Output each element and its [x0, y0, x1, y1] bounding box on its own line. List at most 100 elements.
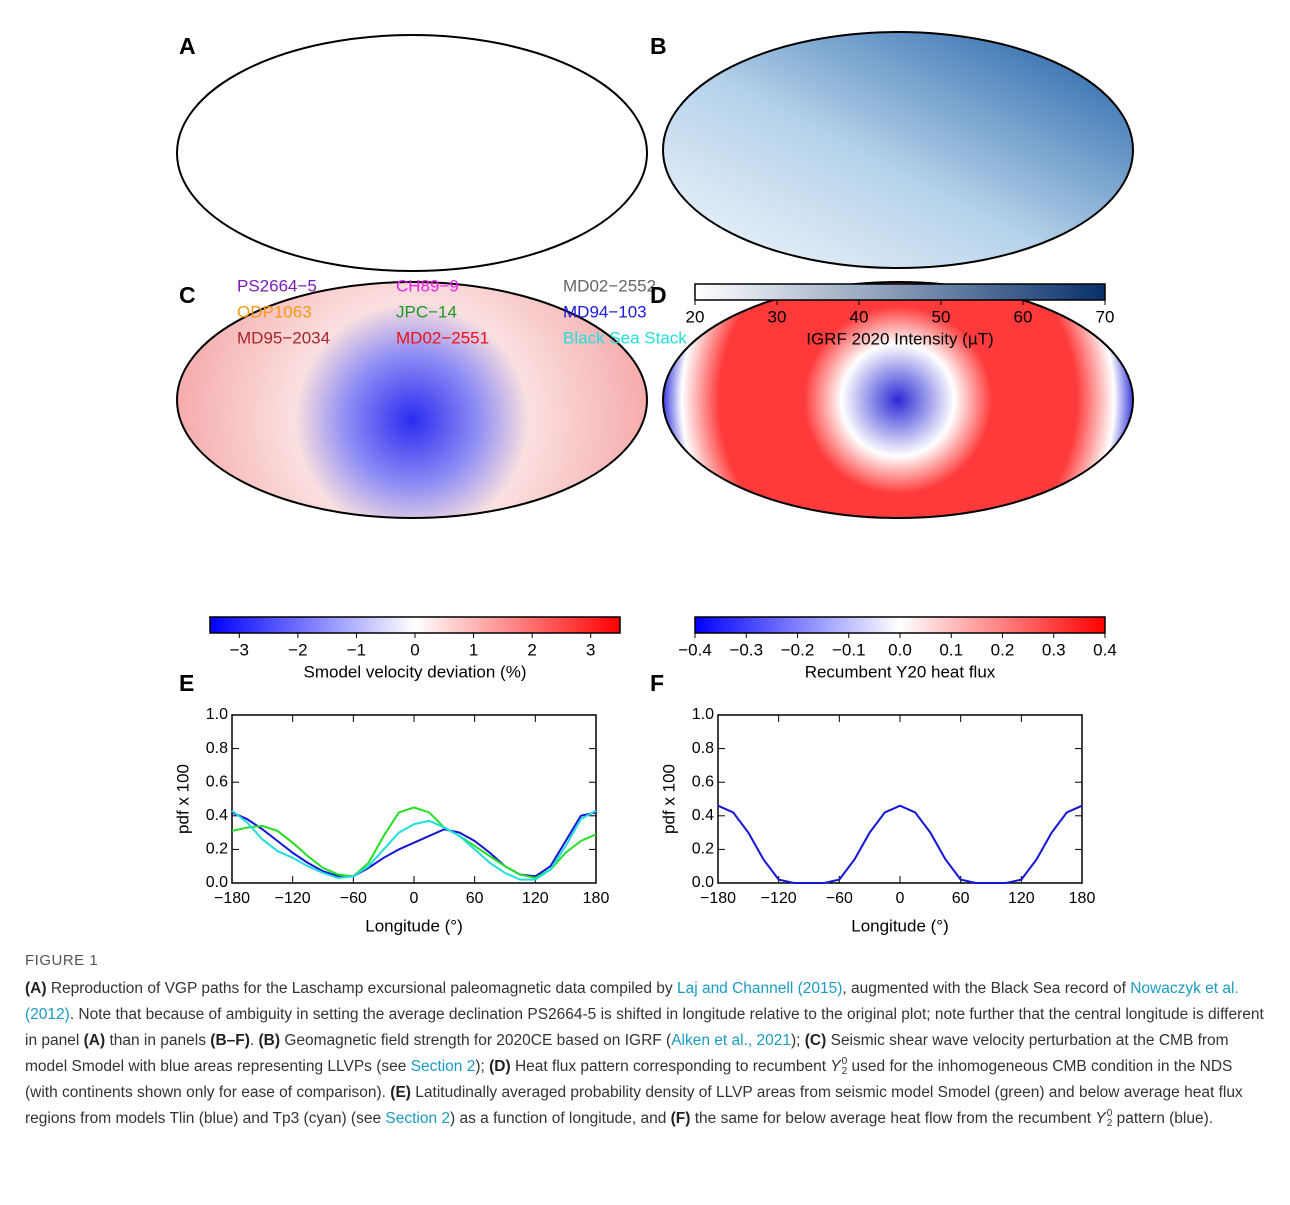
caption-part: Geomagnetic field strength for 2020CE ba… [280, 1032, 672, 1049]
colorbar-tick-label: 0.1 [939, 640, 963, 659]
map-a [176, 34, 648, 272]
colorbar-tick-label: 0.2 [991, 640, 1015, 659]
x-tick-label: 180 [583, 890, 610, 907]
x-tick-label: 60 [466, 890, 484, 907]
y-tick-label: 1.0 [692, 706, 714, 723]
x-tick-label: −120 [761, 890, 797, 907]
legend-entry: MD02−2552 [563, 276, 656, 295]
plot-frame [717, 714, 1083, 884]
legend-entry: CH89−9 [396, 276, 459, 295]
legend-entry: MD02−2551 [396, 328, 489, 347]
colorbar [694, 616, 1106, 634]
y-tick-label: 0.4 [206, 807, 228, 824]
colorbar-tick-label: −0.4 [678, 640, 712, 659]
data-line [231, 806, 597, 880]
colorbar-tick-label: 40 [850, 307, 869, 326]
y-tick-label: 0.6 [692, 773, 714, 790]
caption-part: ) as a function of longitude, and [450, 1110, 671, 1127]
caption-title: FIGURE 1 [25, 952, 99, 969]
colorbar-tick-label: 70 [1096, 307, 1115, 326]
legend-entry: Black Sea Stack [563, 328, 687, 347]
x-tick-label: 120 [1008, 890, 1035, 907]
caption-part: used for the inhomogeneous CMB condition… [25, 1058, 1233, 1101]
caption-part: (D) [489, 1058, 511, 1075]
x-tick-label: 60 [952, 890, 970, 907]
x-tick-label: 180 [1069, 890, 1096, 907]
caption-part: (B) [258, 1032, 281, 1049]
caption-symbol: Y [1095, 1110, 1106, 1127]
y-tick-label: 0.6 [206, 773, 228, 790]
y-tick-label: 0.0 [206, 874, 228, 891]
colorbar-tick-label: −2 [288, 640, 307, 659]
caption-link[interactable]: Section 2 [385, 1110, 451, 1127]
caption-part: than in panels [105, 1032, 211, 1049]
caption-part: (B–F) [210, 1032, 250, 1049]
colorbar-tick-label: 0.4 [1093, 640, 1117, 659]
colorbar-tick-label: 2 [527, 640, 536, 659]
caption-part: (E) [390, 1084, 411, 1101]
map-annotations: A PS2664−5 ODP1063 MD95−2034 CH89−9 JPC−14 MD0… [179, 33, 1117, 681]
y-axis-label: pdf x 100 [659, 764, 678, 834]
x-tick-label: −180 [700, 890, 736, 907]
colorbar-tick-label: 0 [410, 640, 419, 659]
panel-label: B [650, 33, 667, 59]
x-axis-label: Longitude (°) [365, 916, 463, 935]
caption-part: (C) [804, 1032, 827, 1049]
caption: FIGURE 1 (A) Reproduction of VGP paths f… [25, 948, 1267, 1132]
caption-link[interactable]: Nowaczyk et al. (2012) [25, 980, 1239, 1023]
caption-part: Latitudinally averaged probability densi… [25, 1084, 1243, 1127]
colorbar-tick-label: 1 [469, 640, 478, 659]
y-tick-label: 0.8 [206, 740, 228, 757]
legend-entry: MD95−2034 [237, 328, 330, 347]
colorbar-label: Recumbent Y20 heat flux [805, 662, 996, 681]
x-tick-label: −60 [340, 890, 367, 907]
colorbar [694, 283, 1106, 301]
colorbar-tick-label: 50 [932, 307, 951, 326]
map-d [662, 281, 1134, 519]
map-b [662, 31, 1134, 269]
colorbar-tick-label: −0.2 [781, 640, 815, 659]
colorbar [209, 616, 621, 634]
x-tick-label: −60 [826, 890, 853, 907]
colorbar-label: Smodel velocity deviation (%) [304, 662, 527, 681]
x-tick-label: −180 [214, 890, 250, 907]
caption-part: , augmented with the Black Sea record of [842, 980, 1131, 997]
colorbar-tick-label: 0.0 [888, 640, 912, 659]
caption-part: ); [475, 1058, 490, 1075]
y-tick-label: 0.4 [692, 807, 714, 824]
x-tick-label: 120 [522, 890, 549, 907]
caption-part: (F) [670, 1110, 691, 1127]
panel-label: D [650, 282, 667, 308]
data-line [717, 804, 1083, 884]
y-tick-label: 0.2 [206, 841, 228, 858]
caption-sub: 2 [841, 1065, 848, 1077]
plot-frame [231, 714, 597, 884]
caption-part: . [249, 1032, 259, 1049]
panel-label: F [650, 670, 664, 696]
caption-link[interactable]: Alken et al., 2021 [671, 1032, 791, 1049]
panel-label: C [179, 282, 196, 308]
colorbar-tick-label: 60 [1014, 307, 1033, 326]
caption-part: (A) [25, 980, 47, 997]
y-tick-label: 0.0 [692, 874, 714, 891]
x-tick-label: 0 [896, 890, 905, 907]
legend-entry: ODP1063 [237, 302, 312, 321]
x-tick-label: 0 [410, 890, 419, 907]
caption-part: (A) [83, 1032, 106, 1049]
caption-part: Reproduction of VGP paths for the Lascha… [46, 980, 677, 997]
caption-link[interactable]: Section 2 [410, 1058, 476, 1075]
caption-link[interactable]: Laj and Channell (2015) [676, 980, 843, 997]
colorbar-tick-label: 0.3 [1042, 640, 1066, 659]
caption-part: . Note that because of ambiguity in sett… [25, 1006, 1264, 1049]
caption-part: pattern (blue). [1112, 1110, 1214, 1127]
caption-sup: 0 [1106, 1107, 1113, 1119]
line-charts: E −180 −120 −60 0 60 120 180 0.0 0.2 0.4 0.6 0.8 1.0 L… [173, 670, 1095, 935]
y-tick-label: 1.0 [206, 706, 228, 723]
caption-part: Heat flux pattern corresponding to recum… [510, 1058, 831, 1075]
colorbar-tick-label: −0.3 [729, 640, 763, 659]
caption-part: the same for below average heat flow fro… [690, 1110, 1096, 1127]
legend-entry: PS2664−5 [237, 276, 317, 295]
data-line [231, 811, 597, 878]
